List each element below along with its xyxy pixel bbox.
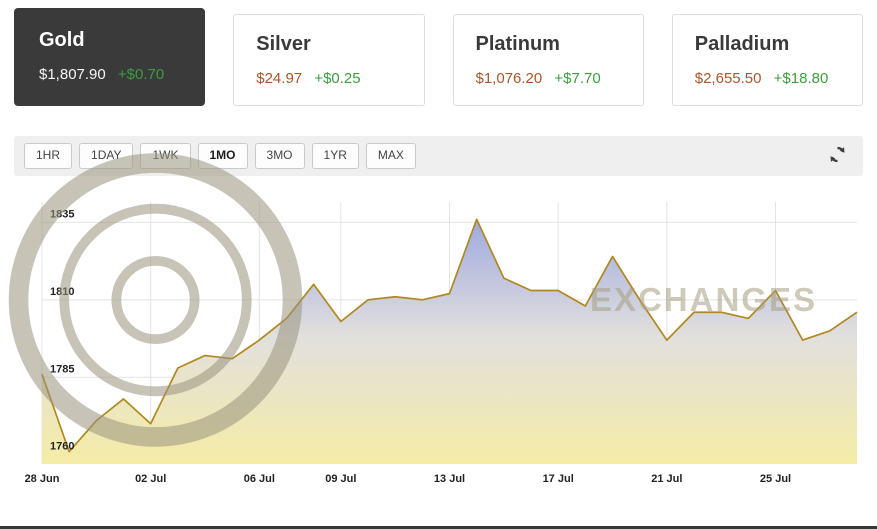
metal-name: Silver: [256, 33, 311, 55]
price-chart-svg: 1835 1810 1785 1760 28 Jun 02 Jul 06 Jul 09 Jul…: [25, 202, 858, 485]
range-button-1hr[interactable]: 1HR: [24, 143, 73, 169]
svg-text:13 Jul: 13 Jul: [434, 473, 465, 485]
range-button-1yr[interactable]: 1YR: [311, 143, 359, 169]
refresh-button[interactable]: [822, 143, 853, 169]
svg-text:17 Jul: 17 Jul: [543, 473, 574, 485]
svg-text:28 Jun: 28 Jun: [25, 473, 60, 485]
metal-name: Platinum: [475, 33, 560, 55]
svg-text:06 Jul: 06 Jul: [244, 473, 275, 485]
metal-price: $24.97: [256, 70, 303, 87]
range-button-max[interactable]: MAX: [365, 143, 416, 169]
metal-name: Palladium: [694, 33, 790, 55]
metal-change: +$0.70: [117, 66, 165, 83]
price-row: $1,076.20 +$7.70: [476, 70, 621, 87]
price-row: $24.97 +$0.25: [256, 70, 401, 87]
range-button-1mo[interactable]: 1MO: [197, 143, 248, 169]
price-row: $2,655.50 +$18.80: [695, 70, 840, 87]
svg-text:1785: 1785: [50, 363, 74, 375]
card-platinum[interactable]: Platinum $1,076.20 +$7.70: [452, 14, 644, 106]
range-button-1wk[interactable]: 1WK: [140, 143, 191, 169]
range-selector-bar: 1HR 1DAY 1WK 1MO 3MO 1YR MAX: [14, 136, 863, 176]
card-gold[interactable]: Gold $1,807.90 +$0.70: [14, 8, 206, 106]
svg-text:21 Jul: 21 Jul: [651, 473, 682, 485]
svg-text:1810: 1810: [50, 286, 74, 298]
svg-text:02 Jul: 02 Jul: [135, 473, 166, 485]
bottom-divider: [0, 526, 877, 529]
svg-text:25 Jul: 25 Jul: [760, 473, 791, 485]
metal-price: $1,076.20: [475, 70, 543, 87]
range-button-3mo[interactable]: 3MO: [254, 143, 305, 169]
metal-price: $1,807.90: [39, 66, 106, 83]
svg-text:09 Jul: 09 Jul: [325, 473, 356, 485]
metal-name: Gold: [39, 29, 85, 51]
svg-text:1835: 1835: [50, 208, 74, 220]
svg-text:1760: 1760: [50, 441, 74, 453]
metal-change: +$7.70: [554, 70, 601, 87]
refresh-icon: [828, 145, 847, 167]
card-silver[interactable]: Silver $24.97 +$0.25: [233, 14, 425, 106]
metal-change: +$0.25: [314, 70, 361, 87]
metal-price: $2,655.50: [694, 70, 762, 87]
metal-cards-row: Gold $1,807.90 +$0.70 Silver $24.97 +$0.…: [0, 0, 877, 106]
price-row: $1,807.90 +$0.70: [39, 66, 180, 83]
card-palladium[interactable]: Palladium $2,655.50 +$18.80: [671, 14, 863, 106]
metal-change: +$18.80: [773, 70, 829, 87]
price-chart-area: 1835 1810 1785 1760 28 Jun 02 Jul 06 Jul 09 Jul…: [8, 153, 865, 494]
range-button-1day[interactable]: 1DAY: [79, 143, 134, 169]
